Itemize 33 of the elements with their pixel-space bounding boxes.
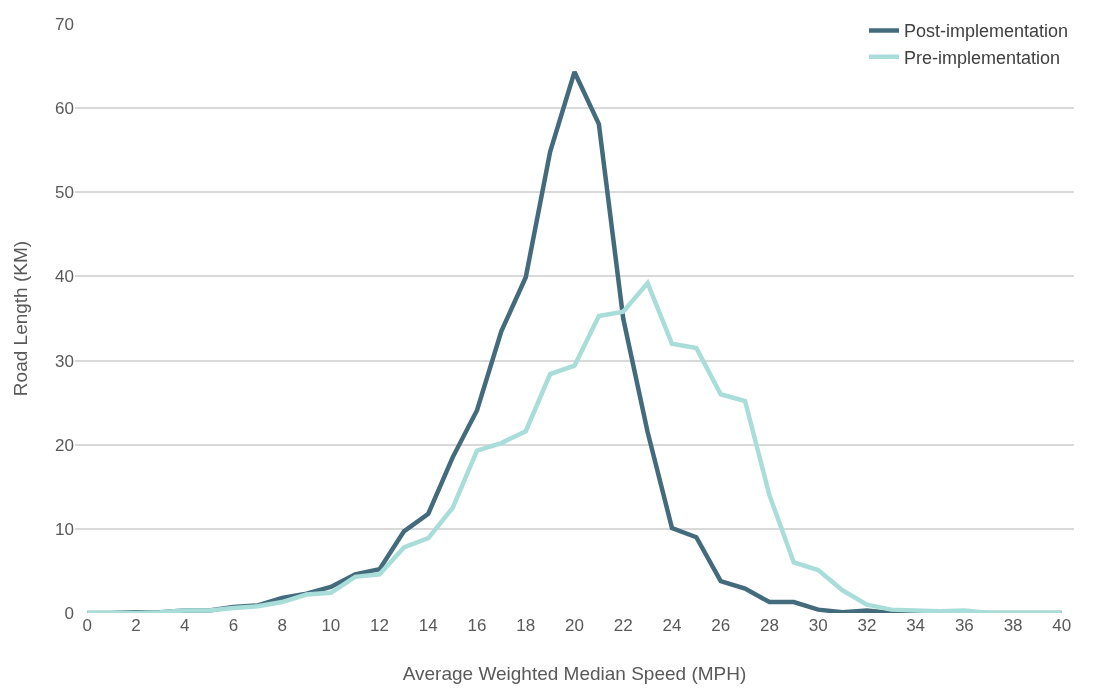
x-tick-label: 28: [759, 616, 779, 635]
x-tick-label: 14: [418, 616, 438, 635]
legend-label: Post-implementation: [904, 21, 1069, 42]
y-tick-label: 30: [55, 351, 74, 371]
x-tick-label: 26: [711, 616, 731, 635]
x-tick-label: 2: [131, 616, 141, 635]
x-axis-title: Average Weighted Median Speed (MPH): [402, 663, 747, 684]
y-tick-label: 40: [55, 267, 74, 287]
y-tick-label: 70: [55, 14, 74, 34]
x-tick-label: 4: [179, 616, 190, 635]
x-tick-label: 20: [565, 616, 584, 635]
x-tick-label: 30: [808, 616, 828, 635]
y-tick-label: 60: [55, 99, 74, 119]
x-tick-label: 40: [1052, 616, 1072, 635]
line-series: [84, 280, 1065, 613]
x-tick-label: 36: [954, 616, 974, 635]
x-tick-label: 32: [857, 616, 877, 635]
x-tick-label: 10: [321, 616, 341, 635]
x-tick-label: 0: [82, 616, 92, 635]
x-tick-label: 8: [277, 616, 287, 635]
x-tick-label: 16: [467, 616, 487, 635]
y-tick-label: 10: [55, 519, 74, 539]
x-tick-label: 22: [613, 616, 633, 635]
x-tick-label: 24: [662, 616, 682, 635]
x-tick-label: 6: [228, 616, 239, 635]
x-tick-label: 18: [516, 616, 536, 635]
x-tick-label: 34: [906, 616, 926, 635]
y-tick-label: 50: [55, 183, 74, 203]
y-tick-label: 20: [55, 435, 74, 455]
x-tick-label: 38: [1003, 616, 1023, 635]
y-axis-title: Road Length (KM): [10, 240, 31, 397]
legend-label: Pre-implementation: [904, 47, 1061, 68]
x-tick-label: 12: [370, 616, 390, 635]
